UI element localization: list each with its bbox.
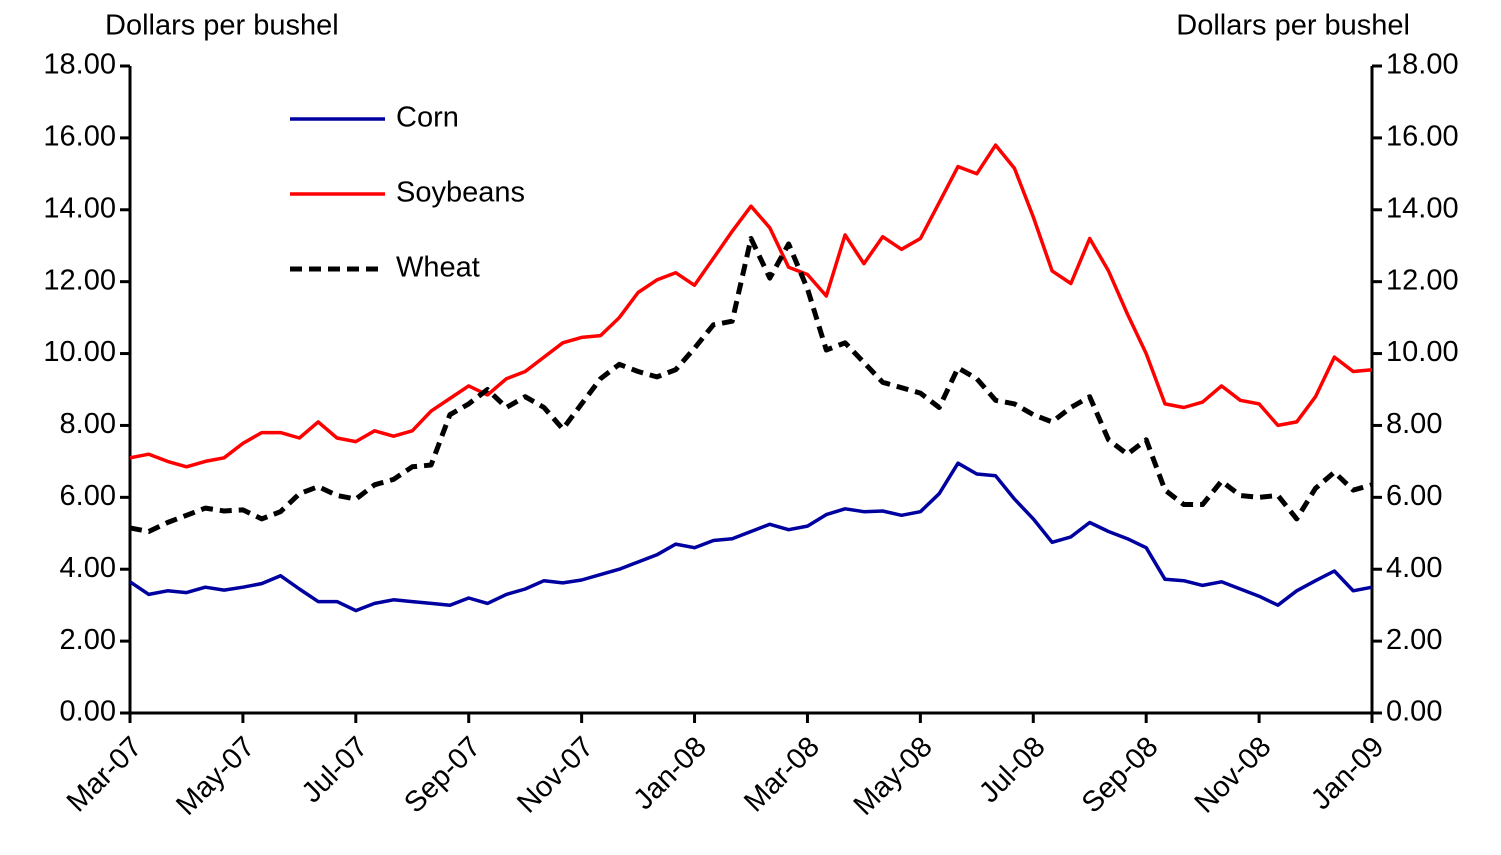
y2-tick-label: 10.00 (1386, 336, 1459, 368)
y-tick-label: 0.00 (60, 696, 116, 728)
legend-label: Soybeans (396, 177, 525, 209)
series-line (129, 461, 1373, 613)
x-tick-label: Sep-08 (1076, 731, 1165, 820)
legend-label: Corn (396, 102, 459, 134)
x-tick-label: Jul-08 (973, 731, 1051, 809)
x-tick-label: Nov-07 (511, 731, 600, 820)
y-tick-label: 6.00 (60, 480, 116, 512)
x-tick-label: Mar-07 (61, 731, 149, 819)
x-tick-label: Jul-07 (296, 731, 374, 809)
y2-tick-label: 2.00 (1386, 624, 1442, 656)
x-tick-label: Jan-09 (1305, 731, 1390, 816)
x-tick-label: May-08 (848, 731, 939, 822)
y-tick-label: 14.00 (43, 192, 116, 224)
y-tick-label: 10.00 (43, 336, 116, 368)
y-tick-label: 8.00 (60, 408, 116, 440)
x-tick-label: Jan-08 (628, 731, 713, 816)
y2-tick-label: 8.00 (1386, 408, 1442, 440)
y-tick-label: 12.00 (43, 264, 116, 296)
y-axis-title: Dollars per bushel (105, 10, 339, 42)
y2-tick-label: 14.00 (1386, 192, 1459, 224)
x-tick-label: Sep-07 (398, 731, 487, 820)
y2-tick-label: 0.00 (1386, 696, 1442, 728)
y2-tick-label: 16.00 (1386, 121, 1459, 153)
series-line (129, 143, 1373, 469)
y-tick-label: 18.00 (43, 49, 116, 81)
y2-tick-label: 18.00 (1386, 49, 1459, 81)
legend-label: Wheat (396, 252, 480, 284)
y-tick-label: 4.00 (60, 552, 116, 584)
x-tick-label: Mar-08 (738, 731, 826, 819)
x-tick-label: May-07 (170, 731, 261, 822)
y-tick-label: 2.00 (60, 624, 116, 656)
y2-tick-label: 12.00 (1386, 264, 1459, 296)
y2-axis-title: Dollars per bushel (1176, 10, 1410, 42)
y-tick-label: 16.00 (43, 121, 116, 153)
y2-tick-label: 6.00 (1386, 480, 1442, 512)
y2-tick-label: 4.00 (1386, 552, 1442, 584)
series-line (129, 236, 1373, 534)
x-tick-label: Nov-08 (1189, 731, 1278, 820)
